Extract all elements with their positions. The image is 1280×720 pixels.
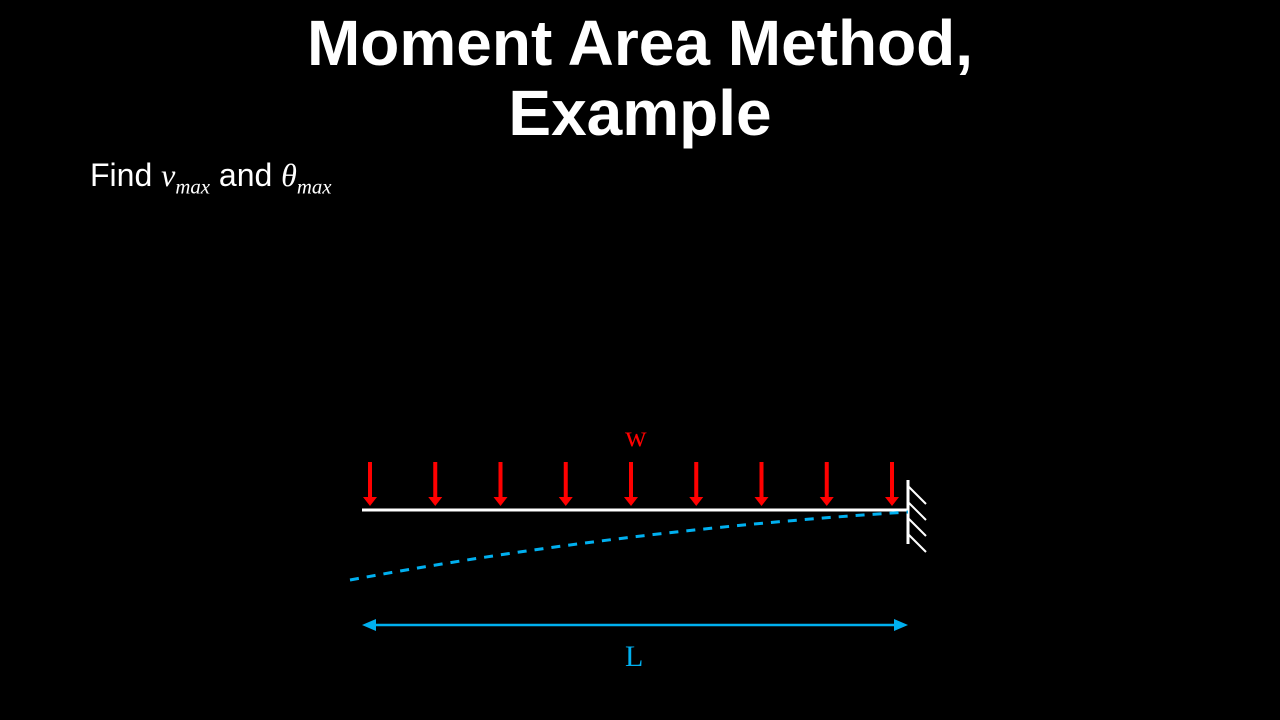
beam-diagram: [0, 0, 1280, 720]
load-label: w: [625, 420, 647, 454]
dimension-label: L: [625, 640, 643, 674]
